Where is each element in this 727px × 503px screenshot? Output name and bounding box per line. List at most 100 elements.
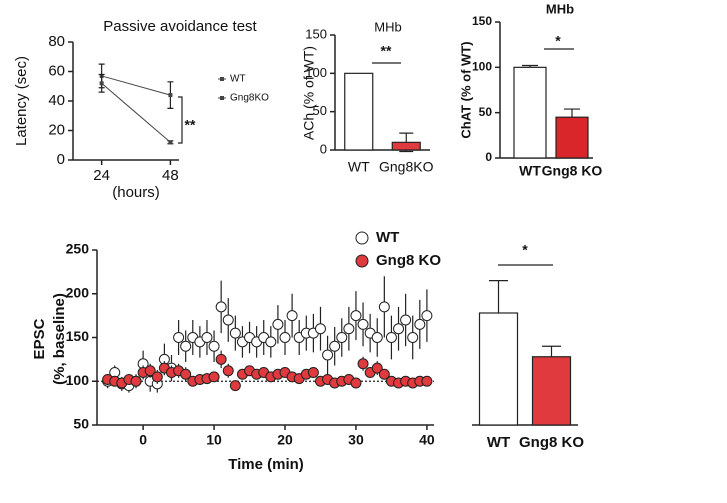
legend-marker	[220, 96, 224, 100]
y-tick-label: 60	[48, 62, 65, 79]
bar	[513, 66, 547, 159]
x-tick-label: 20	[277, 432, 293, 448]
y-tick-label: 50	[479, 105, 493, 119]
point	[215, 301, 227, 313]
point	[378, 368, 390, 380]
y-tick-label: 100	[472, 60, 492, 74]
point	[371, 362, 383, 374]
y-tick-label: 50	[73, 416, 89, 432]
x-tick-label: 24	[93, 167, 110, 184]
significance: **	[381, 43, 392, 59]
y-tick-label: 150	[472, 14, 492, 28]
significance: *	[522, 242, 528, 258]
point	[421, 310, 433, 322]
y-tick-label: 150	[305, 26, 327, 41]
point	[279, 332, 291, 343]
point	[350, 377, 362, 389]
point	[357, 318, 369, 330]
point	[357, 358, 369, 370]
y-tick-label: 250	[66, 241, 90, 257]
point	[265, 336, 277, 348]
point	[168, 140, 173, 145]
legend-label: Gng8 KO	[376, 252, 441, 269]
bar	[531, 356, 572, 426]
series-line	[101, 75, 171, 96]
chart-title: Passive avoidance test	[103, 18, 257, 35]
point	[350, 310, 362, 322]
significance: **	[185, 117, 196, 133]
x-tick-label: 48	[162, 167, 179, 184]
point	[385, 332, 397, 343]
point	[180, 368, 192, 380]
bar	[344, 72, 374, 151]
x-tick-label: 40	[419, 432, 435, 448]
point	[400, 314, 412, 326]
point	[208, 340, 220, 352]
y-tick-label: 100	[66, 372, 90, 388]
x-tick-label: WT	[519, 163, 541, 179]
bar	[555, 116, 589, 159]
x-tick-label: Gng8KO	[379, 159, 434, 175]
point	[99, 81, 104, 86]
point	[208, 371, 220, 383]
point	[286, 310, 298, 322]
point	[272, 318, 284, 330]
point	[180, 340, 192, 352]
chart-title: MHb	[546, 1, 574, 16]
series-line	[101, 82, 171, 143]
legend-label: Gng8KO	[230, 93, 269, 104]
legend-label: WT	[230, 74, 246, 85]
y-axis-label: Latency (sec)	[13, 56, 30, 146]
x-axis-label: Time (min)	[228, 456, 304, 473]
y-axis-label: ChAT (% of WT)	[458, 41, 473, 138]
point	[144, 365, 156, 377]
bar	[478, 312, 519, 426]
y-tick-label: 0	[485, 150, 492, 164]
y-tick-label: 20	[48, 121, 65, 138]
point	[329, 340, 341, 352]
point	[371, 332, 383, 343]
x-tick-label: Gng8 KO	[542, 163, 603, 179]
x-axis-label: (hours)	[112, 184, 160, 201]
x-tick-label: WT	[487, 434, 510, 451]
legend-marker	[355, 231, 369, 245]
y-tick-label: 0	[57, 151, 65, 168]
point	[322, 349, 334, 361]
legend-label: WT	[376, 229, 399, 246]
y-tick-label: 50	[313, 103, 327, 118]
point	[168, 93, 173, 98]
point	[414, 318, 426, 330]
point	[229, 380, 241, 392]
point	[173, 332, 185, 343]
x-tick-label: 10	[206, 432, 222, 448]
point	[201, 332, 213, 343]
significance: *	[555, 33, 561, 49]
y-axis-label: ACh (% of WT)	[301, 46, 317, 140]
point	[336, 332, 348, 343]
point	[222, 365, 234, 377]
x-tick-label: 0	[139, 432, 147, 448]
y-tick-label: 200	[66, 284, 90, 300]
point	[407, 332, 419, 343]
x-tick-label: Gng8 KO	[519, 434, 584, 451]
bar	[391, 141, 421, 151]
point	[421, 375, 433, 387]
legend-marker	[355, 254, 369, 268]
point	[130, 375, 142, 387]
x-tick-label: WT	[348, 159, 370, 175]
point	[307, 367, 319, 378]
point	[229, 327, 241, 339]
y-axis-label: (%, baseline)	[51, 293, 68, 385]
x-tick-label: 30	[348, 432, 364, 448]
chart-title: MHb	[374, 19, 401, 34]
y-tick-label: 150	[66, 328, 90, 344]
significance-bracket	[178, 96, 183, 144]
point	[215, 353, 227, 365]
point	[378, 301, 390, 313]
y-tick-label: 0	[320, 141, 327, 156]
point	[314, 323, 326, 335]
point	[151, 371, 163, 383]
y-axis-label: EPSC	[31, 318, 48, 359]
